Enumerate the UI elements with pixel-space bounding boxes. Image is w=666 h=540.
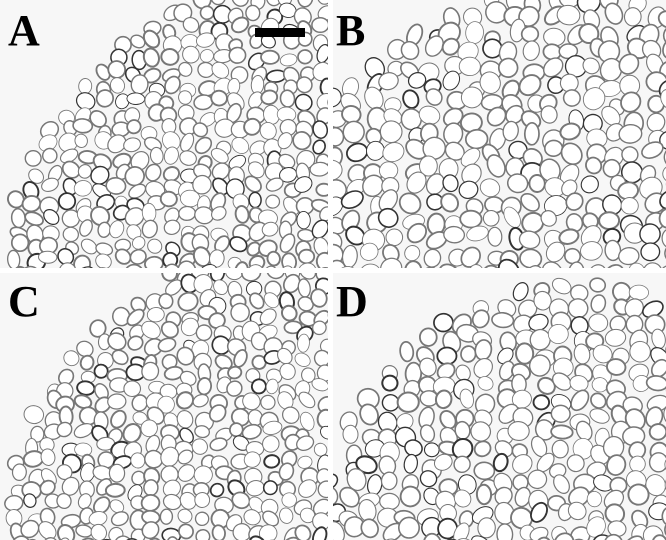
alveolus [649, 423, 666, 440]
alveolus [178, 206, 196, 221]
alveolus [380, 121, 402, 143]
alveolus [299, 250, 315, 264]
alveolus [529, 175, 545, 193]
micrograph-panel [0, 0, 355, 291]
panel-label: A [8, 6, 40, 55]
micrograph-panel [0, 258, 357, 540]
alveolus [624, 7, 642, 26]
alveolus [297, 49, 312, 64]
alveolus [229, 47, 246, 64]
micrograph-panel [317, 273, 666, 540]
alveolus [245, 5, 260, 21]
alveolus [297, 211, 311, 229]
alveolus [476, 484, 491, 504]
alveolus [261, 395, 275, 409]
alveolus [160, 509, 173, 525]
alveolus [551, 405, 571, 423]
alveolus [521, 26, 538, 42]
panel-label: C [8, 277, 40, 326]
alveolus [42, 148, 57, 163]
alveolus [143, 479, 158, 496]
alveolus [38, 251, 57, 264]
alveolus [249, 192, 261, 207]
alveolus [552, 440, 568, 458]
alveolus [106, 483, 125, 497]
alveolus [497, 524, 513, 540]
micrograph-panel [318, 0, 666, 290]
alveolus [544, 140, 563, 157]
figure: A B C D [0, 0, 666, 540]
alveolus [379, 493, 399, 510]
alveolus [381, 472, 398, 490]
alveolus [107, 393, 126, 409]
alveolus [127, 93, 145, 105]
alveolus [263, 454, 280, 468]
alveolus [424, 443, 439, 458]
alveolus [551, 425, 573, 440]
scale-bar [255, 28, 305, 37]
alveolus [525, 123, 540, 145]
alveolus [474, 462, 495, 480]
alveolus [477, 517, 495, 538]
panel-label: D [336, 277, 368, 326]
alveolus [261, 50, 279, 64]
alveolus [621, 197, 639, 214]
alveolus [488, 227, 502, 246]
alveolus [12, 234, 29, 251]
alveolus [109, 464, 125, 482]
alveolus [460, 211, 482, 228]
alveolus [629, 285, 649, 300]
alveolus [265, 195, 280, 209]
alveolus [649, 452, 666, 472]
alveolus [397, 392, 420, 413]
alveolus [459, 57, 481, 76]
alveolus [534, 395, 550, 409]
alveolus [25, 150, 42, 166]
alveolus [312, 18, 329, 33]
alveolus [437, 347, 457, 365]
alveolus [124, 381, 141, 397]
alveolus [599, 212, 620, 229]
panel-label: B [336, 6, 365, 55]
alveolus [200, 6, 214, 20]
alveolus [398, 517, 419, 539]
alveolus [12, 464, 27, 481]
